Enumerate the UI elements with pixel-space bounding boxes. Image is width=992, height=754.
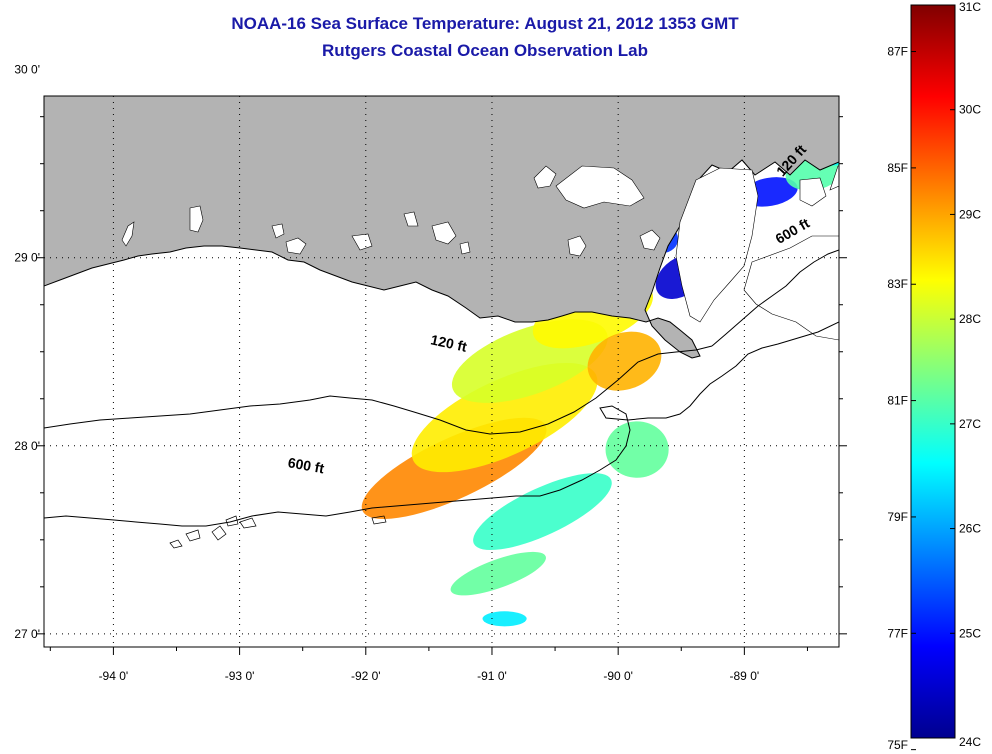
colorbar-label-c: 28C <box>959 312 981 326</box>
colorbar-label-c: 30C <box>959 103 981 117</box>
sst-patch <box>605 421 669 478</box>
colorbar-label-c: 27C <box>959 417 981 431</box>
map-grid <box>44 96 839 647</box>
sst-patch <box>634 19 678 53</box>
colorbar-ticks: 31C 30C 29C 28C 27C 26C 25C 24C 87F 85F 83F 81F 79F 7… <box>887 0 981 752</box>
lat-tick-label: 29 0' <box>14 251 40 265</box>
lat-tick-label: 30 0' <box>14 63 40 77</box>
sst-patch <box>482 611 527 627</box>
colorbar-label-c: 25C <box>959 626 981 640</box>
lon-tick-label: -94 0' <box>99 669 129 683</box>
sst-patch <box>450 551 546 596</box>
colorbar-label-f: 77F <box>887 626 908 640</box>
colorbar-label-c: 29C <box>959 207 981 221</box>
colorbar-label-c: 26C <box>959 522 981 536</box>
map-axes: -94 0' -93 0' -92 0' -91 0' -90 0' -89 0' 30 0… <box>14 63 847 683</box>
lon-tick-label: -89 0' <box>730 669 760 683</box>
bathymetry-contours <box>44 249 839 527</box>
lat-tick-label: 28 0' <box>14 439 40 453</box>
colorbar-label-f: 85F <box>887 161 908 175</box>
colorbar <box>910 4 956 739</box>
map-subtitle: Rutgers Coastal Ocean Observation Lab <box>322 41 648 60</box>
sst-patch <box>587 331 662 391</box>
colorbar-label-f: 79F <box>887 510 908 524</box>
lon-tick-label: -91 0' <box>477 669 507 683</box>
plot-frame <box>43 95 840 648</box>
colorbar-label-f: 83F <box>887 277 908 291</box>
contour-120ft-east <box>711 249 839 347</box>
map-title: NOAA-16 Sea Surface Temperature: August … <box>231 14 739 33</box>
contour-120ft-west <box>44 345 713 435</box>
inland-lakes <box>121 165 839 341</box>
colorbar-label-f: 87F <box>887 45 908 59</box>
sst-patch <box>411 362 598 473</box>
contour-label: 120 ft <box>429 331 468 354</box>
lon-tick-label: -93 0' <box>225 669 255 683</box>
contour-label: 600 ft <box>287 454 326 476</box>
coastal-islands <box>169 515 387 549</box>
colorbar-label-c: 24C <box>959 735 981 749</box>
sst-patch <box>473 473 612 551</box>
contour-600ft-west <box>44 321 839 527</box>
colorbar-label-f: 81F <box>887 394 908 408</box>
colorbar-label-f: 75F <box>887 738 908 752</box>
lon-tick-label: -90 0' <box>603 669 633 683</box>
lat-tick-label: 27 0' <box>14 627 40 641</box>
lon-tick-label: -92 0' <box>351 669 381 683</box>
colorbar-label-c: 31C <box>959 0 981 14</box>
